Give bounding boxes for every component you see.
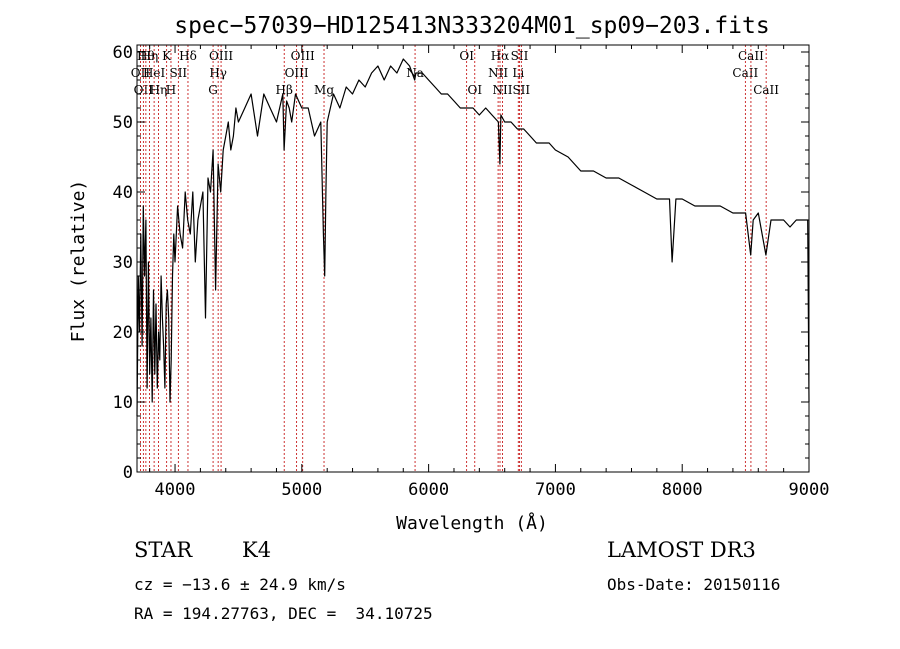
axis-ticks: 4000 5000 6000 7000 8000 9000 0 10 20 30 40 50 60 xyxy=(113,43,830,500)
y-tick-label-6: 60 xyxy=(113,43,133,63)
line-marker-label-10: G xyxy=(208,83,218,97)
spectrum-chart: spec−57039−HD125413N333204M01_sp09−203.f… xyxy=(68,13,830,534)
line-marker-label-12: OIII xyxy=(209,49,233,63)
line-marker-label-4: HeI xyxy=(143,66,166,80)
x-tick-label-0: 4000 xyxy=(155,480,196,500)
spectrum-line xyxy=(136,58,810,417)
line-marker-label-25: SII xyxy=(512,83,530,97)
line-marker-label-0: OII xyxy=(131,66,151,80)
line-marker-label-18: OI xyxy=(459,49,474,63)
line-marker-label-27: CaII xyxy=(738,49,764,63)
line-marker-label-15: OIII xyxy=(291,49,315,63)
y-axis-label: Flux (relative) xyxy=(68,180,89,343)
ra-dec-coordinates: RA = 194.27763, DEC = 34.10725 xyxy=(134,604,433,623)
line-marker-label-14: OIII xyxy=(285,66,309,80)
y-tick-label-0: 0 xyxy=(123,463,133,483)
x-tick-label-1: 5000 xyxy=(281,480,322,500)
line-marker-label-5: Hη xyxy=(150,83,168,97)
y-tick-label-2: 20 xyxy=(113,323,133,343)
line-marker-label-21: Hα xyxy=(491,49,510,63)
line-marker-label-19: OI xyxy=(467,83,482,97)
spectrum-series xyxy=(136,58,810,417)
line-marker-label-6: K xyxy=(162,49,172,63)
line-marker-label-11: Hγ xyxy=(209,66,227,80)
y-tick-label-5: 50 xyxy=(113,113,133,133)
line-marker-label-26: CaII xyxy=(732,66,758,80)
object-subclass: K4 xyxy=(242,538,272,562)
line-markers: OIIOIIHθHηHeIHηKHSIIHδGHγOIIIHβOIIIOIIIM… xyxy=(131,45,779,472)
x-tick-label-4: 8000 xyxy=(662,480,703,500)
plot-frame xyxy=(136,44,810,473)
survey-name: LAMOST DR3 xyxy=(607,538,756,562)
redshift-cz: cz = −13.6 ± 24.9 km/s xyxy=(134,575,346,594)
chart-title: spec−57039−HD125413N333204M01_sp09−203.f… xyxy=(174,13,769,39)
y-tick-label-1: 10 xyxy=(113,393,133,413)
line-marker-label-22: NII xyxy=(493,83,513,97)
line-marker-label-9: Hδ xyxy=(179,49,197,63)
x-tick-label-5: 9000 xyxy=(789,480,830,500)
line-marker-label-3: Hη xyxy=(141,49,159,63)
line-marker-label-8: SII xyxy=(169,66,187,80)
line-marker-label-24: SII xyxy=(511,49,529,63)
line-marker-label-23: Li xyxy=(512,66,524,80)
line-marker-label-13: Hβ xyxy=(276,83,293,97)
x-axis-label: Wavelength (Å) xyxy=(396,512,548,534)
object-class: STAR xyxy=(134,538,193,562)
line-marker-label-16: Mg xyxy=(314,83,334,97)
x-tick-label-2: 6000 xyxy=(408,480,449,500)
y-tick-label-4: 40 xyxy=(113,183,133,203)
line-marker-label-7: H xyxy=(166,83,176,97)
line-marker-label-20: NII xyxy=(488,66,508,80)
line-marker-label-28: CaII xyxy=(753,83,779,97)
observation-date: Obs-Date: 20150116 xyxy=(607,575,781,594)
x-tick-label-3: 7000 xyxy=(535,480,576,500)
y-tick-label-3: 30 xyxy=(113,253,133,273)
